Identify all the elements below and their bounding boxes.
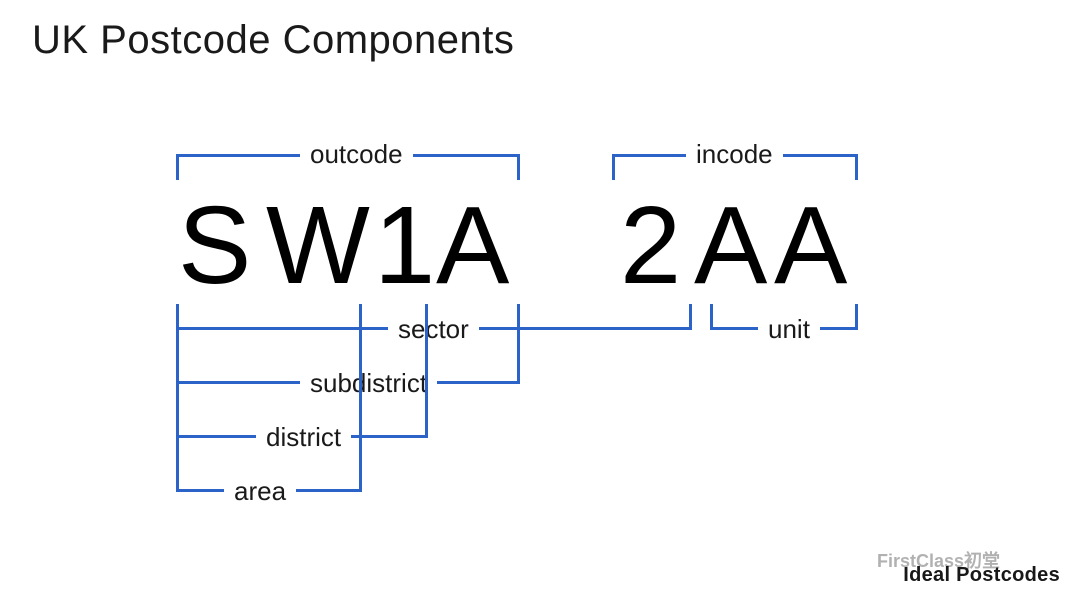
label-outcode: outcode	[300, 139, 413, 170]
bracket-area	[176, 304, 362, 492]
postcode-char-0: S	[178, 182, 253, 309]
label-area: area	[224, 476, 296, 507]
postcode-char-1: W	[266, 182, 372, 309]
postcode-char-5: A	[694, 182, 769, 309]
label-incode: incode	[686, 139, 783, 170]
watermark-primary: Ideal Postcodes	[903, 564, 1060, 587]
label-unit: unit	[758, 314, 820, 345]
postcode-char-3: A	[436, 182, 511, 309]
postcode-char-4: 2	[620, 182, 683, 309]
postcode-char-6: A	[774, 182, 849, 309]
page: UK Postcode Components SW1A2AAoutcodeinc…	[0, 0, 1080, 605]
postcode-char-2: 1	[374, 182, 437, 309]
postcode-diagram: SW1A2AAoutcodeincodesectorunitsubdistric…	[0, 0, 1080, 605]
